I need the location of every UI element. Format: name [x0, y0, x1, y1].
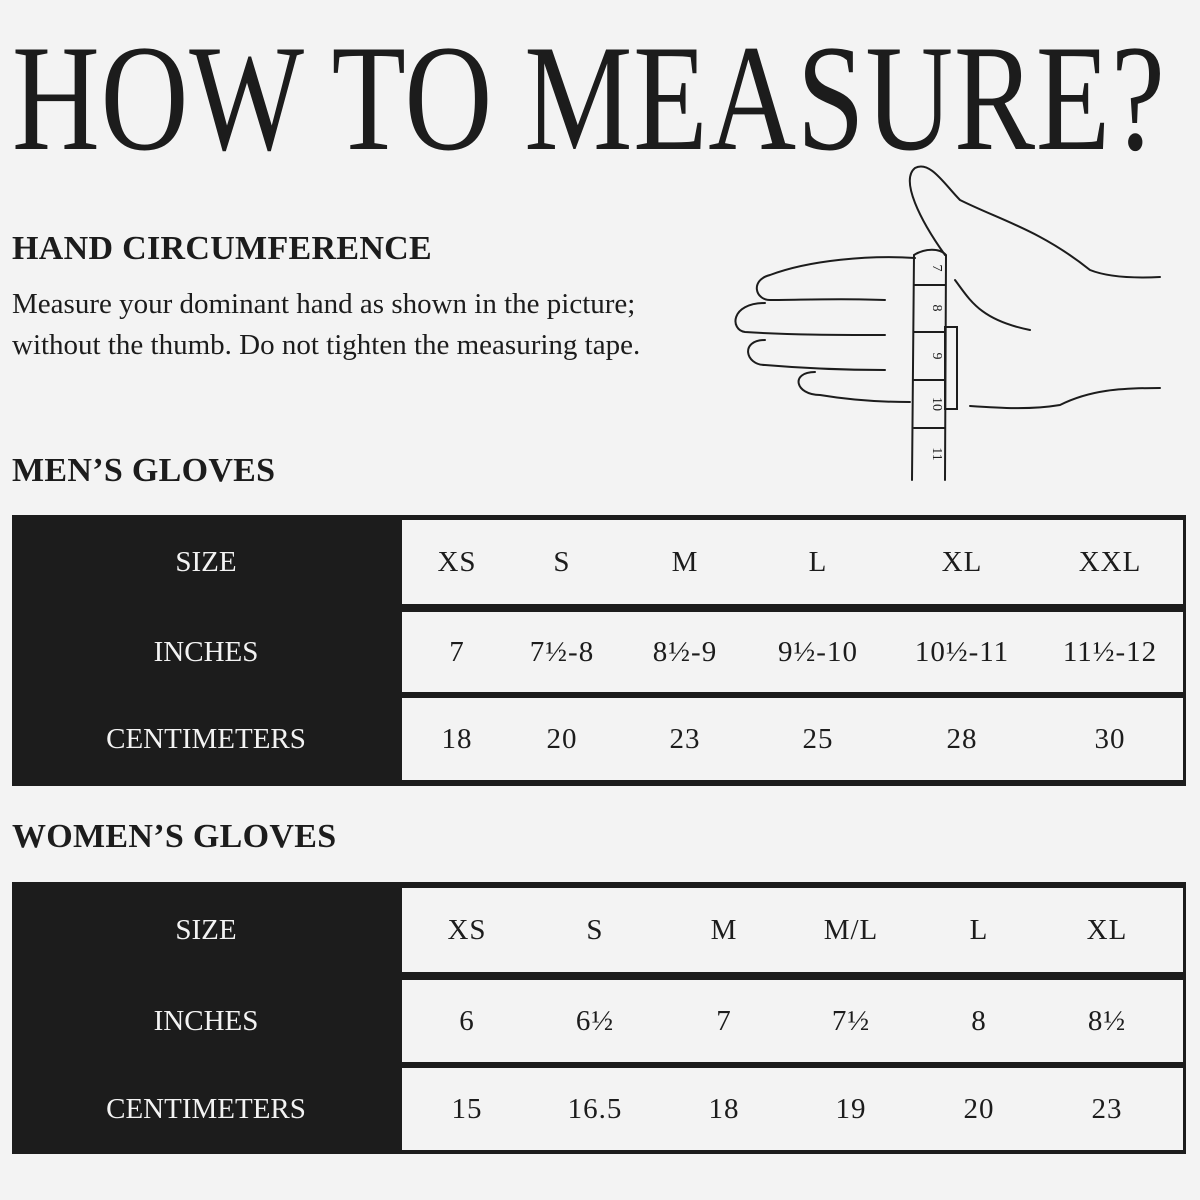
table-cell: L — [808, 545, 828, 578]
table-cell: 7½ — [831, 1004, 871, 1037]
table-cell: 19 — [835, 1092, 867, 1125]
table-row: INCHES 7 7½-8 8½-9 9½-10 10½-11 11½-12 — [12, 612, 1186, 692]
thumb-outline — [908, 165, 1161, 279]
table-cell: 7 — [716, 1004, 732, 1037]
table-cell: 8½-9 — [652, 635, 718, 668]
table-cell: 18 — [441, 722, 473, 755]
row-label: INCHES — [153, 1004, 259, 1037]
table-cell: 8½ — [1087, 1004, 1127, 1037]
hand-circumference-heading: HAND CIRCUMFERENCE — [12, 230, 433, 267]
table-cell: XL — [1086, 913, 1128, 946]
table-cell: XS — [447, 913, 487, 946]
table-row: SIZE XS S M M/L L XL — [12, 888, 1186, 972]
tape-mark-10: 10 — [929, 397, 944, 411]
row-values: XS S M L XL XXL — [402, 520, 1183, 604]
table-cell: 20 — [963, 1092, 995, 1125]
measuring-instructions: Measure your dominant hand as shown in t… — [12, 288, 641, 361]
table-cell: 30 — [1094, 722, 1126, 755]
mens-size-table: SIZE XS S M L XL XXL INCHES 7 7½-8 8½-9 9½-10 10½-11… — [12, 515, 1186, 786]
table-cell: 7 — [449, 635, 465, 668]
table-cell: XL — [941, 545, 983, 578]
row-label: SIZE — [175, 545, 237, 578]
row-values: 15 16.5 18 19 20 23 — [402, 1068, 1183, 1150]
mens-gloves-heading: MEN’S GLOVES — [12, 452, 276, 489]
table-cell: M/L — [823, 913, 879, 946]
table-cell: 25 — [802, 722, 834, 755]
table-row: INCHES 6 6½ 7 7½ 8 8½ — [12, 980, 1186, 1062]
row-values: 7 7½-8 8½-9 9½-10 10½-11 11½-12 — [402, 612, 1183, 692]
index-finger — [755, 256, 916, 302]
table-cell: S — [586, 913, 604, 946]
table-cell: 16.5 — [567, 1092, 623, 1125]
row-label: CENTIMETERS — [106, 1092, 306, 1125]
row-values: XS S M M/L L XL — [402, 888, 1183, 972]
tape-mark-11: 11 — [929, 447, 944, 460]
table-cell: L — [969, 913, 989, 946]
table-cell: M — [671, 545, 699, 578]
table-cell: 23 — [1091, 1092, 1123, 1125]
table-cell: 11½-12 — [1062, 635, 1158, 668]
row-label: SIZE — [175, 913, 237, 946]
table-cell: XXL — [1078, 545, 1142, 578]
table-cell: 28 — [946, 722, 978, 755]
row-label: CENTIMETERS — [106, 722, 306, 755]
table-cell: 15 — [451, 1092, 483, 1125]
tape-mark-7: 7 — [929, 265, 944, 272]
hand-back-outline — [969, 387, 1161, 410]
tape-mark-8: 8 — [929, 305, 944, 312]
table-cell: 18 — [708, 1092, 740, 1125]
ring-finger — [747, 339, 886, 371]
hand-with-measuring-tape-illustration: 7 8 9 10 11 — [734, 165, 1161, 481]
little-finger — [797, 371, 911, 403]
row-values: 6 6½ 7 7½ 8 8½ — [402, 980, 1183, 1062]
table-cell: 6 — [459, 1004, 475, 1037]
table-row: CENTIMETERS 15 16.5 18 19 20 23 — [12, 1068, 1186, 1150]
table-cell: XS — [437, 545, 477, 578]
womens-gloves-heading: WOMEN’S GLOVES — [12, 818, 337, 855]
tape-mark-9: 9 — [929, 353, 944, 360]
table-cell: 10½-11 — [914, 635, 1010, 668]
middle-finger — [734, 302, 886, 336]
table-cell: S — [553, 545, 571, 578]
table-cell: 6½ — [575, 1004, 615, 1037]
page-title: HOW TO MEASURE? — [12, 14, 1166, 182]
table-cell: M — [710, 913, 738, 946]
womens-size-table: SIZE XS S M M/L L XL INCHES 6 6½ 7 7½ 8 8½ CENTIMETERS… — [12, 882, 1186, 1154]
table-cell: 9½-10 — [778, 635, 858, 668]
palm-line — [954, 279, 1031, 331]
table-cell: 23 — [669, 722, 701, 755]
table-cell: 20 — [546, 722, 578, 755]
table-row: SIZE XS S M L XL XXL — [12, 520, 1186, 604]
table-row: CENTIMETERS 18 20 23 25 28 30 — [12, 698, 1186, 780]
table-cell: 8 — [971, 1004, 987, 1037]
row-values: 18 20 23 25 28 30 — [402, 698, 1183, 780]
measuring-tape — [911, 248, 958, 481]
row-label: INCHES — [153, 635, 259, 668]
table-cell: 7½-8 — [529, 635, 595, 668]
